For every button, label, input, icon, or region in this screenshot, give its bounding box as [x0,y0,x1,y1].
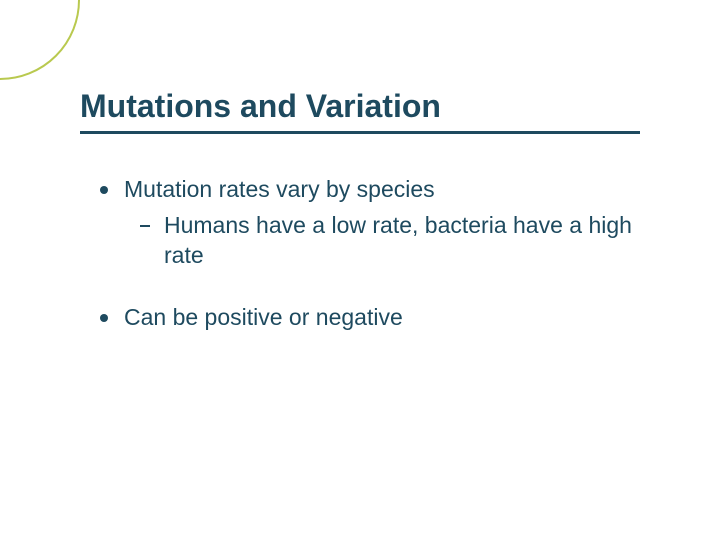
slide-title: Mutations and Variation [80,88,640,125]
spacer [100,277,660,303]
bullet-level2: Humans have a low rate, bacteria have a … [140,211,660,271]
bullet-text: Humans have a low rate, bacteria have a … [164,211,660,271]
disc-bullet-icon [100,186,108,194]
bullet-text: Mutation rates vary by species [124,175,435,205]
title-block: Mutations and Variation [80,88,640,134]
disc-bullet-icon [100,314,108,322]
title-underline [80,131,640,134]
dash-bullet-icon [140,225,150,227]
corner-decoration-circle [0,0,80,80]
bullet-level1: Can be positive or negative [100,303,660,333]
bullet-level1: Mutation rates vary by species [100,175,660,205]
slide-body: Mutation rates vary by species Humans ha… [100,175,660,339]
bullet-text: Can be positive or negative [124,303,403,333]
